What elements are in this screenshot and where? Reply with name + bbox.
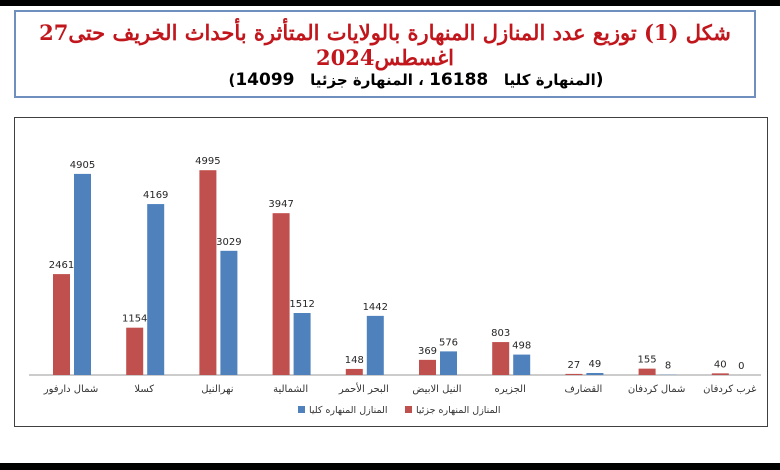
- x-tick-label: البحر الأحمر: [338, 382, 389, 395]
- data-label: 40: [714, 359, 727, 370]
- data-label: 49: [589, 359, 602, 370]
- bar-partial: [345, 368, 363, 375]
- subtitle-open-paren: (: [595, 70, 604, 90]
- data-label: 8: [665, 361, 671, 372]
- data-label: 576: [439, 337, 458, 348]
- data-label: 4995: [195, 156, 220, 167]
- bar-partial: [53, 274, 70, 375]
- bar-total: [293, 313, 311, 375]
- x-tick-label: الجزيره: [495, 384, 526, 395]
- title-box: شكل (1) توزيع عدد المنازل المنهارة بالول…: [14, 10, 756, 98]
- data-label: 3029: [216, 237, 241, 248]
- data-label: 1154: [122, 314, 147, 325]
- x-tick-label: غرب كردفان: [703, 384, 756, 395]
- data-label: 803: [491, 328, 510, 339]
- top-border-strip: [0, 0, 780, 6]
- x-tick-label: نهرالنيل: [201, 384, 233, 395]
- x-tick-label: كسلا: [134, 384, 154, 395]
- bar-total: [440, 351, 457, 375]
- data-label: 498: [512, 341, 531, 352]
- legend-item-partial-label: المنازل المنهاره جزئيا: [416, 405, 501, 416]
- bar-total: [513, 354, 531, 375]
- data-label: 155: [638, 355, 657, 366]
- x-tick-label: شمال دارفور: [43, 384, 99, 395]
- bar-total: [586, 372, 604, 375]
- data-label: 2461: [49, 260, 74, 271]
- subtitle-partial-label: المنهارة جزئيا: [310, 71, 413, 89]
- bar-partial: [272, 213, 290, 375]
- subtitle-partial-value: 14099: [235, 70, 295, 90]
- bar-partial: [565, 373, 583, 375]
- subtitle-close-paren: ): [228, 71, 236, 89]
- bar-partial: [199, 170, 217, 375]
- chart-title: شكل (1) توزيع عدد المنازل المنهارة بالول…: [39, 20, 731, 70]
- data-label: 3947: [268, 199, 293, 210]
- data-label: 148: [345, 355, 364, 366]
- chart-subtitle: (المنهارة كليا 16188 ، المنهارة جزئيا 14…: [226, 70, 606, 90]
- bar-chart: 2461 4905 شمال دارفور 1154 4169 كسلا 4995 3029 ن…: [29, 156, 761, 416]
- x-tick-label: شمال كردفان: [628, 384, 686, 395]
- data-label: 4905: [70, 160, 95, 171]
- data-label: 27: [568, 360, 581, 371]
- bar-total: [74, 173, 91, 375]
- bar-partial: [419, 359, 436, 375]
- data-label: 369: [418, 346, 437, 357]
- data-label: 0: [738, 361, 744, 372]
- data-label: 1512: [289, 299, 314, 310]
- bar-total: [147, 204, 165, 375]
- bar-partial: [711, 373, 729, 375]
- bar-partial: [638, 368, 656, 375]
- legend-item-partial-swatch: [405, 406, 412, 413]
- x-tick-label: الشمالية: [273, 384, 308, 395]
- bar-partial: [492, 342, 510, 375]
- bar-partial: [126, 327, 144, 375]
- subtitle-total-value: 16188: [429, 70, 489, 90]
- subtitle-total-label: المنهارة كليا: [503, 71, 596, 89]
- data-label: 4169: [143, 190, 168, 201]
- x-tick-label: القضارف: [564, 384, 602, 395]
- bar-total: [220, 250, 238, 375]
- legend-item-total-swatch: [298, 406, 305, 413]
- data-label: 1442: [363, 302, 388, 313]
- subtitle-separator: ،: [418, 71, 424, 89]
- bottom-border-strip: [0, 463, 780, 470]
- chart-area: 2461 4905 شمال دارفور 1154 4169 كسلا 4995 3029 ن…: [14, 117, 768, 427]
- bar-total: [366, 315, 384, 375]
- x-tick-label: النيل الابيض: [412, 384, 461, 395]
- legend-item-total-label: المنازل المنهاره كليا: [309, 405, 387, 416]
